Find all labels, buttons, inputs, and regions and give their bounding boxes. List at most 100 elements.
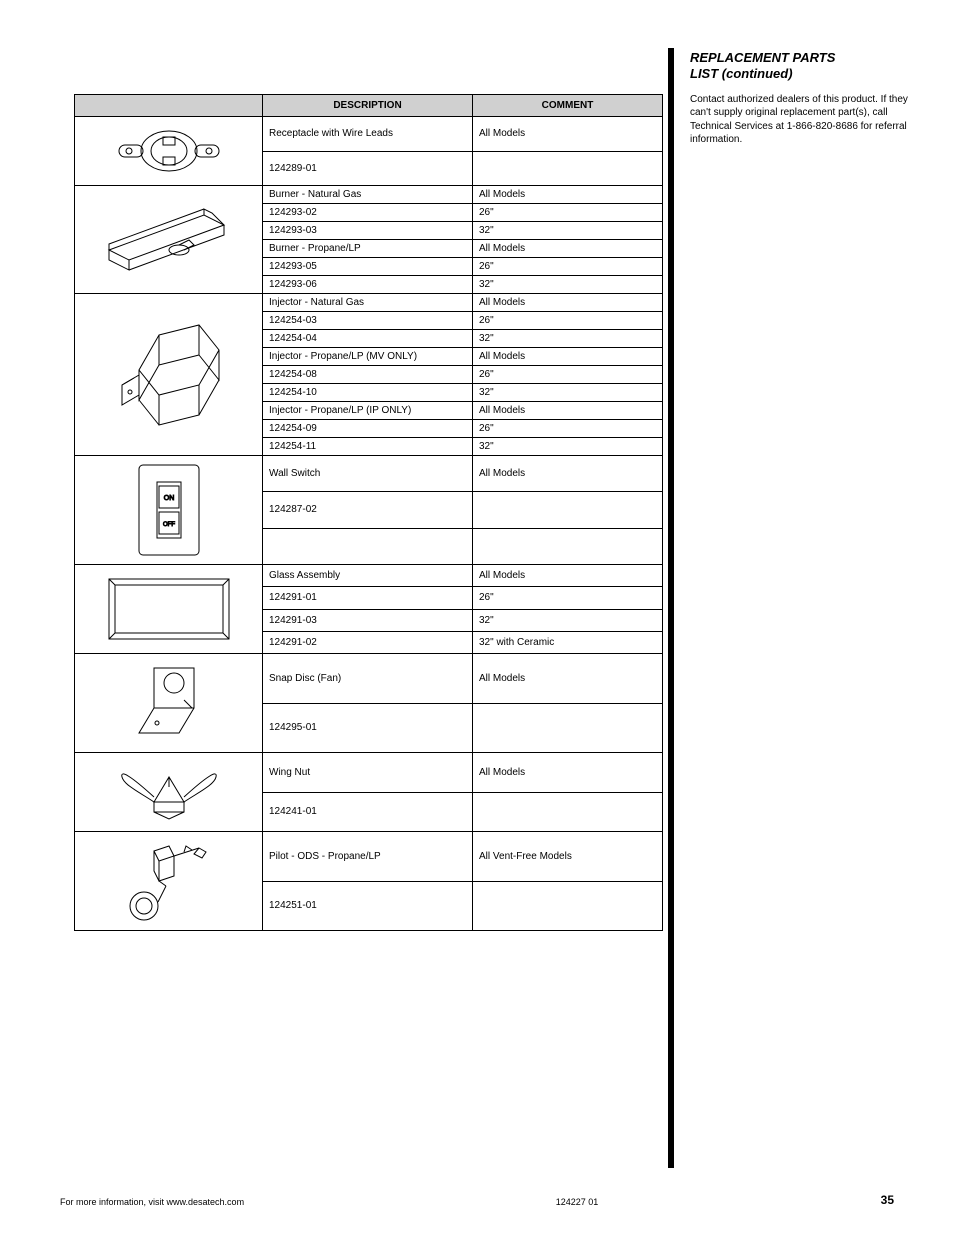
part-comment: All Vent-Free Models bbox=[473, 832, 663, 882]
part-description: 124254-11 bbox=[263, 438, 473, 456]
part-description: 124291-01 bbox=[263, 587, 473, 609]
part-comment: 26" bbox=[473, 366, 663, 384]
part-description: Glass Assembly bbox=[263, 565, 473, 587]
table-row: Glass AssemblyAll Models bbox=[75, 565, 663, 587]
part-comment: 32" bbox=[473, 438, 663, 456]
part-description: 124287-02 bbox=[263, 492, 473, 528]
pilot-ods-icon bbox=[114, 836, 224, 926]
part-image-wingnut bbox=[75, 753, 263, 832]
part-description: Pilot - ODS - Propane/LP bbox=[263, 832, 473, 882]
part-comment: All Models bbox=[473, 348, 663, 366]
table-row: Pilot - ODS - Propane/LPAll Vent-Free Mo… bbox=[75, 832, 663, 882]
snap-disc-icon bbox=[124, 658, 214, 748]
part-comment: 32" bbox=[473, 276, 663, 294]
footer-right: 35 bbox=[834, 1193, 894, 1207]
svg-text:ON: ON bbox=[163, 495, 174, 502]
part-comment: 32" bbox=[473, 609, 663, 631]
glass-panel-icon bbox=[99, 569, 239, 649]
page-footer: For more information, visit www.desatech… bbox=[60, 1193, 894, 1207]
part-comment: All Models bbox=[473, 565, 663, 587]
table-row: Burner - Natural GasAll Models bbox=[75, 186, 663, 204]
part-comment: 32" bbox=[473, 384, 663, 402]
part-comment: 32" with Ceramic bbox=[473, 631, 663, 653]
part-description: Injector - Natural Gas bbox=[263, 294, 473, 312]
part-description: Wall Switch bbox=[263, 456, 473, 492]
wing-nut-icon bbox=[114, 757, 224, 827]
footer-left: For more information, visit www.desatech… bbox=[60, 1197, 320, 1207]
part-comment bbox=[473, 792, 663, 832]
part-comment: 26" bbox=[473, 204, 663, 222]
part-image-switch: ON OFF bbox=[75, 456, 263, 565]
part-comment: All Models bbox=[473, 186, 663, 204]
part-comment: All Models bbox=[473, 240, 663, 258]
injector-icon bbox=[104, 310, 234, 440]
part-description: 124293-03 bbox=[263, 222, 473, 240]
part-comment: All Models bbox=[473, 753, 663, 793]
table-row: Wing NutAll Models bbox=[75, 753, 663, 793]
part-description: 124295-01 bbox=[263, 703, 473, 753]
part-description: Injector - Propane/LP (MV ONLY) bbox=[263, 348, 473, 366]
table-header-row: DESCRIPTION COMMENT bbox=[75, 95, 663, 117]
right-column: REPLACEMENT PARTSLIST (continued) Contac… bbox=[690, 50, 930, 147]
burner-icon bbox=[94, 195, 244, 285]
part-comment: 26" bbox=[473, 258, 663, 276]
table-row: Injector - Natural GasAll Models bbox=[75, 294, 663, 312]
part-description: Injector - Propane/LP (IP ONLY) bbox=[263, 402, 473, 420]
part-description: Wing Nut bbox=[263, 753, 473, 793]
part-description: 124254-03 bbox=[263, 312, 473, 330]
part-description: 124254-08 bbox=[263, 366, 473, 384]
part-image-pilot bbox=[75, 832, 263, 931]
part-comment: 26" bbox=[473, 420, 663, 438]
part-description: 124254-10 bbox=[263, 384, 473, 402]
part-comment bbox=[473, 703, 663, 753]
wall-switch-icon: ON OFF bbox=[129, 460, 209, 560]
part-description: 124291-02 bbox=[263, 631, 473, 653]
part-image-receptacle bbox=[75, 117, 263, 186]
table-header-comm: COMMENT bbox=[473, 95, 663, 117]
right-column-text: Contact authorized dealers of this produ… bbox=[690, 93, 930, 147]
part-image-injector bbox=[75, 294, 263, 456]
part-comment bbox=[473, 151, 663, 186]
table-row: Receptacle with Wire LeadsAll Models bbox=[75, 117, 663, 152]
part-description: 124241-01 bbox=[263, 792, 473, 832]
part-description: 124289-01 bbox=[263, 151, 473, 186]
part-description: 124291-03 bbox=[263, 609, 473, 631]
part-description: Snap Disc (Fan) bbox=[263, 654, 473, 704]
part-description: 124251-01 bbox=[263, 881, 473, 931]
table-header-desc: DESCRIPTION bbox=[263, 95, 473, 117]
part-description: 124293-05 bbox=[263, 258, 473, 276]
part-description: Burner - Natural Gas bbox=[263, 186, 473, 204]
part-description bbox=[263, 528, 473, 564]
part-comment: 32" bbox=[473, 222, 663, 240]
svg-text:OFF: OFF bbox=[163, 522, 175, 528]
part-description: 124293-06 bbox=[263, 276, 473, 294]
part-image-snapdisc bbox=[75, 654, 263, 753]
part-description: 124254-09 bbox=[263, 420, 473, 438]
part-description: 124254-04 bbox=[263, 330, 473, 348]
part-description: 124293-02 bbox=[263, 204, 473, 222]
receptacle-icon bbox=[109, 121, 229, 181]
footer-center: 124227 01 bbox=[320, 1197, 834, 1207]
part-description: Receptacle with Wire Leads bbox=[263, 117, 473, 152]
part-comment: 32" bbox=[473, 330, 663, 348]
part-comment: All Models bbox=[473, 402, 663, 420]
part-comment: All Models bbox=[473, 456, 663, 492]
page: REPLACEMENT PARTSLIST (continued) Contac… bbox=[0, 0, 954, 1235]
part-comment: All Models bbox=[473, 294, 663, 312]
vertical-divider bbox=[668, 48, 674, 1168]
part-comment bbox=[473, 881, 663, 931]
table-row: ON OFF Wall SwitchAll Models bbox=[75, 456, 663, 492]
part-comment bbox=[473, 528, 663, 564]
part-image-glass bbox=[75, 565, 263, 654]
parts-table: DESCRIPTION COMMENT Receptacle with Wire… bbox=[74, 94, 663, 931]
part-description: Burner - Propane/LP bbox=[263, 240, 473, 258]
part-comment: All Models bbox=[473, 117, 663, 152]
table-row: Snap Disc (Fan)All Models bbox=[75, 654, 663, 704]
part-comment: 26" bbox=[473, 312, 663, 330]
part-comment: 26" bbox=[473, 587, 663, 609]
part-comment bbox=[473, 492, 663, 528]
part-comment: All Models bbox=[473, 654, 663, 704]
table-header-pic bbox=[75, 95, 263, 117]
right-column-title: REPLACEMENT PARTSLIST (continued) bbox=[690, 50, 930, 83]
parts-table-wrapper: DESCRIPTION COMMENT Receptacle with Wire… bbox=[74, 94, 662, 931]
